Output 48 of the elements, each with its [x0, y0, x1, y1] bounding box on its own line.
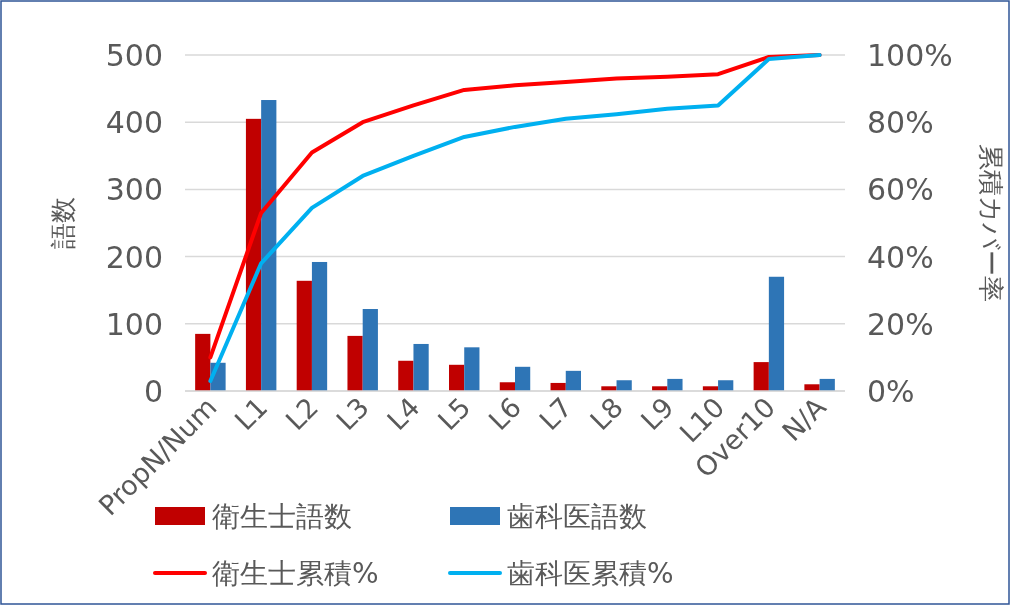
bar	[347, 335, 363, 391]
y-axis-title: 語数	[48, 197, 78, 249]
bar	[667, 378, 683, 391]
x-tick-label: L8	[584, 391, 629, 437]
x-tick-label: L6	[482, 391, 528, 437]
bar	[515, 366, 531, 391]
bar	[311, 261, 328, 391]
y2-tick-label: 80%	[867, 105, 934, 141]
y2-axis-title: 累積カバー率	[976, 144, 1006, 302]
y-tick-label: 300	[105, 172, 163, 208]
bar	[753, 362, 769, 391]
bar	[245, 118, 262, 391]
legend-label: 歯科医語数	[507, 500, 647, 533]
bar	[398, 360, 414, 391]
bar	[296, 280, 312, 391]
y-tick-label: 100	[105, 306, 163, 342]
bar	[499, 382, 515, 391]
legend-label: 歯科医累積%	[507, 557, 674, 590]
bar	[464, 347, 480, 391]
legend-label: 衛生士累積%	[212, 557, 379, 590]
x-tick-label: L4	[380, 391, 426, 437]
x-tick-label: L5	[431, 391, 477, 437]
bar	[195, 333, 211, 391]
x-tick-label: N/A	[776, 390, 833, 448]
y2-tick-label: 40%	[867, 239, 934, 275]
x-tick-label: L9	[634, 391, 680, 437]
bar	[616, 380, 632, 391]
x-tick-label: L2	[279, 391, 325, 437]
y2-tick-label: 60%	[867, 172, 934, 208]
bar	[768, 276, 785, 391]
y2-tick-label: 20%	[867, 306, 934, 342]
bar	[413, 343, 429, 391]
x-tick-label: L3	[330, 391, 375, 437]
bar	[718, 380, 734, 391]
bar	[261, 100, 277, 391]
bar	[804, 384, 820, 391]
y2-tick-label: 100%	[867, 38, 953, 73]
bar	[362, 309, 378, 391]
y-tick-label: 0	[143, 374, 163, 409]
y2-tick-label: 0%	[867, 374, 915, 409]
y-tick-label: 200	[105, 239, 163, 275]
x-tick-label: L7	[533, 391, 579, 437]
y-tick-label: 400	[105, 105, 163, 141]
x-tick-label: L1	[228, 391, 274, 437]
bar	[565, 370, 581, 391]
bar	[819, 378, 835, 391]
y-tick-label: 500	[105, 38, 163, 73]
bar	[449, 364, 465, 391]
